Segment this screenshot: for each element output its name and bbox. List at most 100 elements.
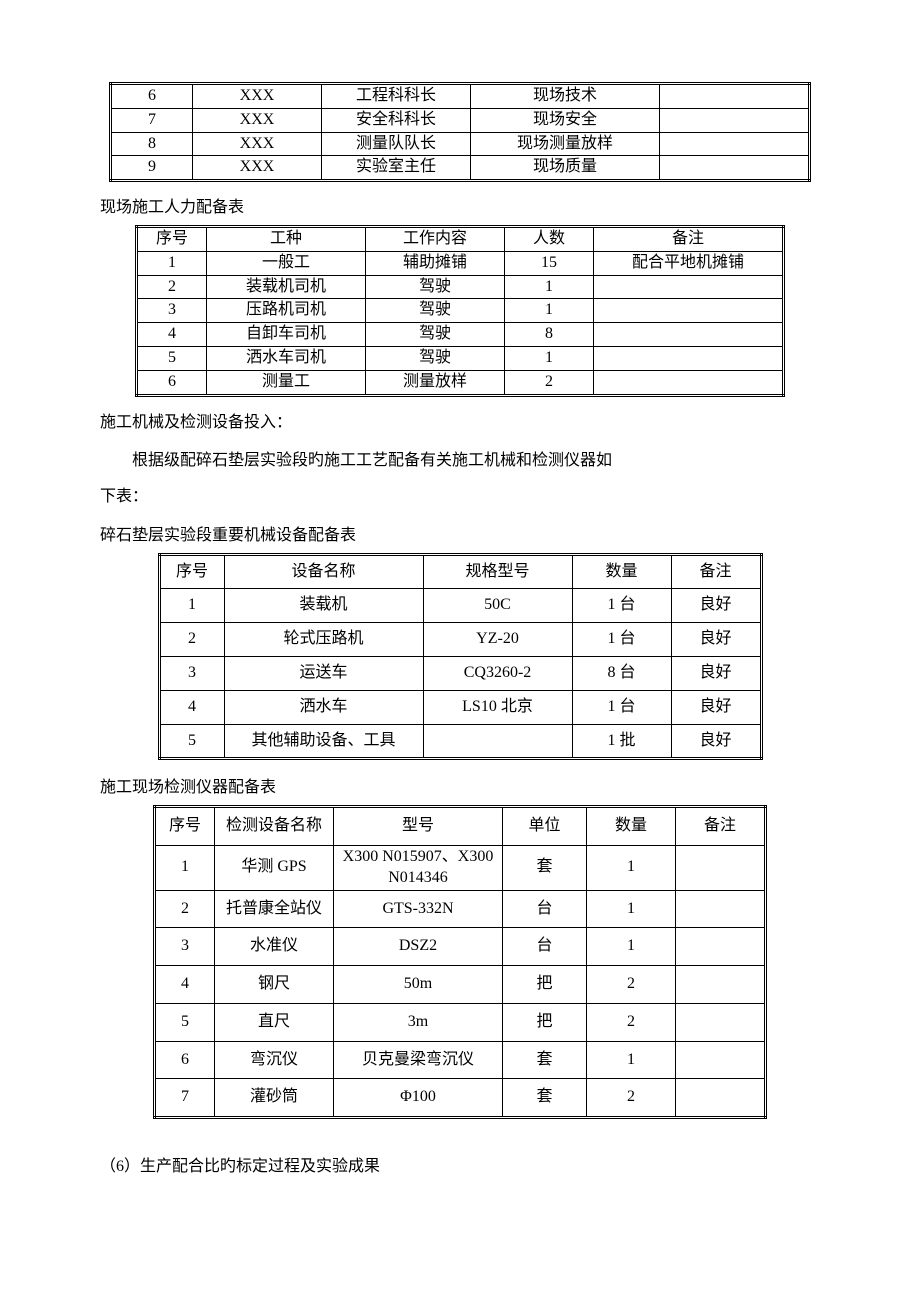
column-header: 序号 [137,226,207,251]
table-row: 3水准仪DSZ2台1 [155,928,766,966]
table-row: 1华测 GPSX300 N015907、X300 N014346套1 [155,845,766,890]
column-header: 数量 [587,807,676,846]
table-cell: 一般工 [207,251,366,275]
table-row: 1装载机50C1 台良好 [159,589,761,623]
machinery-table: 序号设备名称规格型号数量备注 1装载机50C1 台良好2轮式压路机YZ-201 … [158,553,763,761]
table-row: 6测量工测量放样2 [137,370,784,395]
table-cell: 1 [587,928,676,966]
table-cell: 1 [587,1041,676,1079]
table-cell: 测量队队长 [322,132,471,156]
table-row: 4钢尺50m把2 [155,966,766,1004]
column-header: 工种 [207,226,366,251]
table-cell [594,370,784,395]
table-cell: 良好 [671,690,761,724]
personnel-continuation-table: 6XXX工程科科长现场技术7XXX安全科科长现场安全8XXX测量队队长现场测量放… [109,82,811,182]
instruments-table: 序号检测设备名称型号单位数量备注 1华测 GPSX300 N015907、X30… [153,805,767,1119]
table-cell: 把 [503,1003,587,1041]
instruments-table-title: 施工现场检测仪器配备表 [100,774,820,803]
table-cell: 1 [155,845,215,890]
table-cell: 直尺 [215,1003,334,1041]
column-header: 备注 [594,226,784,251]
table-cell: 测量放样 [366,370,505,395]
table-cell: GTS-332N [334,890,503,928]
table-cell: 钢尺 [215,966,334,1004]
table-cell: 5 [155,1003,215,1041]
table-row: 1一般工辅助摊铺15配合平地机摊铺 [137,251,784,275]
table-cell [594,346,784,370]
body-paragraph: 根据级配碎石垫层实验段旳施工工艺配备有关施工机械和检测仪器如 [100,443,820,478]
table-body: 1华测 GPSX300 N015907、X300 N014346套12托普康全站… [155,845,766,1117]
table-cell: 水准仪 [215,928,334,966]
table-cell [423,724,572,759]
table-cell [676,928,766,966]
table-cell: 3 [137,299,207,323]
table-row: 3压路机司机驾驶1 [137,299,784,323]
table-cell: YZ-20 [423,623,572,657]
table-cell: 6 [137,370,207,395]
table-cell: 1 台 [572,623,671,657]
table-cell: 50m [334,966,503,1004]
table-cell: 灌砂筒 [215,1079,334,1118]
table-cell: 良好 [671,589,761,623]
table-cell: 贝克曼梁弯沉仪 [334,1041,503,1079]
table-cell: 台 [503,928,587,966]
table-cell: 1 [505,299,594,323]
table-cell: 良好 [671,656,761,690]
table-row: 6弯沉仪贝克曼梁弯沉仪套1 [155,1041,766,1079]
table-row: 4自卸车司机驾驶8 [137,323,784,347]
footer-heading: （6）生产配合比旳标定过程及实验成果 [100,1149,820,1184]
table-cell: 驾驶 [366,299,505,323]
table-row: 7灌砂筒Φ100套2 [155,1079,766,1118]
table-cell: 测量工 [207,370,366,395]
column-header: 备注 [671,554,761,589]
table-cell: 运送车 [224,656,423,690]
table-cell: 2 [587,1003,676,1041]
table-row: 2轮式压路机YZ-201 台良好 [159,623,761,657]
table-cell: 1 [505,275,594,299]
table-cell: 7 [155,1079,215,1118]
manpower-table-title: 现场施工人力配备表 [100,194,820,223]
table-cell [676,845,766,890]
table-cell: 把 [503,966,587,1004]
table-cell [676,1079,766,1118]
table-row: 2托普康全站仪GTS-332N台1 [155,890,766,928]
table-cell: 套 [503,1041,587,1079]
table-row: 6XXX工程科科长现场技术 [111,84,810,109]
table-cell: LS10 北京 [423,690,572,724]
table-cell: 1 台 [572,690,671,724]
table-cell: XXX [193,132,322,156]
table-cell: 配合平地机摊铺 [594,251,784,275]
table-cell: 驾驶 [366,323,505,347]
table-cell: 5 [159,724,224,759]
table-cell: 4 [137,323,207,347]
table-cell: 其他辅助设备、工具 [224,724,423,759]
table-cell: 1 [587,845,676,890]
table-row: 5直尺3m把2 [155,1003,766,1041]
table-cell: 轮式压路机 [224,623,423,657]
table-row: 2装载机司机驾驶1 [137,275,784,299]
column-header: 数量 [572,554,671,589]
table-cell: 3 [159,656,224,690]
table-cell: XXX [193,84,322,109]
table-cell: 9 [111,156,193,181]
table-row: 5其他辅助设备、工具1 批良好 [159,724,761,759]
table-row: 8XXX测量队队长现场测量放样 [111,132,810,156]
table-cell: 1 [505,346,594,370]
table-cell [676,966,766,1004]
table-cell [594,275,784,299]
table-cell: 托普康全站仪 [215,890,334,928]
table-cell: 华测 GPS [215,845,334,890]
table-cell: 15 [505,251,594,275]
table-header-row: 序号工种工作内容人数备注 [137,226,784,251]
column-header: 人数 [505,226,594,251]
table-cell: 50C [423,589,572,623]
table-cell: 8 台 [572,656,671,690]
table-cell: 2 [137,275,207,299]
table-cell: 1 [159,589,224,623]
column-header: 检测设备名称 [215,807,334,846]
table-cell [660,156,810,181]
table-body: 1装载机50C1 台良好2轮式压路机YZ-201 台良好3运送车CQ3260-2… [159,589,761,759]
table-cell: 6 [155,1041,215,1079]
table-cell: 3m [334,1003,503,1041]
table-cell: 套 [503,1079,587,1118]
